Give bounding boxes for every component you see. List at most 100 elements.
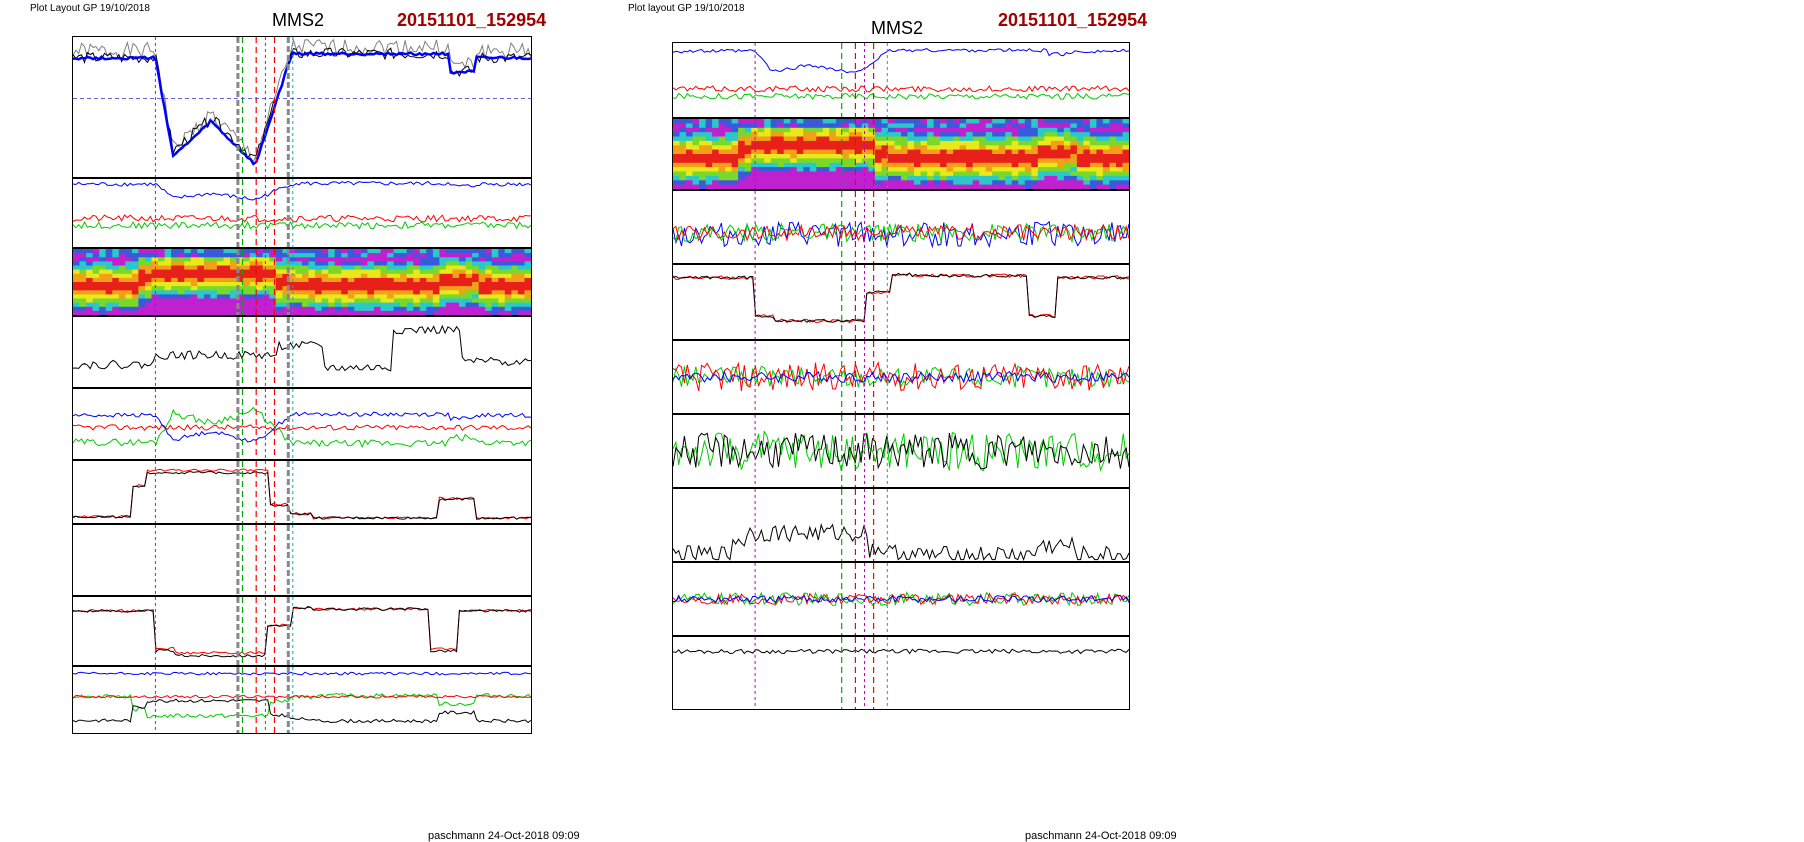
right-electron-spectrogram-cell bbox=[953, 171, 961, 177]
left-ion-spectrogram-cell bbox=[131, 310, 139, 315]
left-ion-spectrogram-cell bbox=[86, 298, 94, 304]
right-electron-spectrogram-cell bbox=[1011, 119, 1019, 124]
left-ion-spectrogram-cell bbox=[243, 310, 251, 315]
left-ion-spectrogram-cell bbox=[79, 306, 87, 312]
left-ion-spectrogram-cell bbox=[308, 257, 316, 262]
left-ion-spectrogram-cell bbox=[472, 261, 480, 267]
right-e-field-lmn-trace-green bbox=[673, 365, 1129, 389]
right-electron-spectrogram-cell bbox=[901, 184, 909, 189]
right-electron-spectrogram-cell bbox=[985, 158, 993, 164]
right-electron-spectrogram-cell bbox=[705, 167, 713, 173]
left-ion-spectrogram-cell bbox=[498, 298, 506, 304]
right-electron-spectrogram-cell bbox=[809, 149, 817, 155]
right-electron-spectrogram-cell bbox=[725, 136, 733, 142]
right-electron-spectrogram-cell bbox=[901, 123, 909, 129]
left-ion-spectrogram-cell bbox=[79, 298, 87, 304]
right-electron-spectrogram-cell bbox=[907, 180, 915, 186]
left-ion-spectrogram-cell bbox=[256, 277, 264, 283]
left-ion-spectrogram-cell bbox=[419, 257, 427, 262]
left-ion-spectrogram-cell bbox=[341, 257, 349, 262]
left-ion-spectrogram-cell bbox=[374, 269, 382, 275]
left-ion-spectrogram-cell bbox=[452, 269, 460, 275]
right-electron-spectrogram-cell bbox=[816, 154, 824, 159]
right-electron-spectrogram-cell bbox=[1070, 158, 1078, 164]
right-electron-spectrogram-cell bbox=[757, 149, 765, 155]
left-ion-spectrogram-cell bbox=[498, 306, 506, 312]
left-ion-spectrogram-cell bbox=[432, 249, 440, 254]
right-electron-spectrogram-cell bbox=[816, 175, 824, 181]
right-electron-spectrogram-cell bbox=[770, 127, 778, 133]
left-ion-spectrogram-cell bbox=[243, 306, 251, 312]
left-ion-spectrogram-cell bbox=[275, 306, 283, 312]
left-ion-spectrogram-cell bbox=[99, 282, 107, 287]
left-ion-spectrogram-cell bbox=[131, 265, 139, 271]
left-ion-spectrogram-cell bbox=[445, 273, 453, 279]
left-ion-spectrogram-cell bbox=[459, 257, 467, 262]
left-ion-spectrogram-cell bbox=[197, 249, 205, 254]
right-electron-spectrogram-cell bbox=[1050, 140, 1058, 146]
right-electron-spectrogram-cell bbox=[959, 184, 967, 189]
left-ion-spectrogram-cell bbox=[125, 257, 133, 262]
left-ion-spectrogram-cell bbox=[380, 298, 388, 304]
right-electron-spectrogram-cell bbox=[790, 171, 798, 177]
left-ion-spectrogram-cell bbox=[439, 306, 447, 312]
left-ion-spectrogram-cell bbox=[485, 249, 493, 254]
right-electron-spectrogram-cell bbox=[1076, 136, 1084, 142]
right-electron-spectrogram-cell bbox=[894, 167, 902, 173]
right-electron-spectrogram-cell bbox=[699, 127, 707, 133]
right-electron-spectrogram-cell bbox=[764, 149, 772, 155]
right-electron-spectrogram-cell bbox=[829, 171, 837, 177]
right-electron-spectrogram-cell bbox=[783, 158, 791, 164]
left-ion-spectrogram-cell bbox=[86, 269, 94, 275]
right-electron-spectrogram-cell bbox=[712, 140, 720, 146]
left-ion-spectrogram-cell bbox=[413, 286, 421, 291]
right-electron-spectrogram-cell bbox=[731, 162, 739, 168]
right-electron-spectrogram-cell bbox=[673, 140, 681, 146]
right-electron-spectrogram-cell bbox=[764, 180, 772, 186]
right-electron-spectrogram-cell bbox=[888, 175, 896, 181]
left-ion-spectrogram-cell bbox=[524, 286, 531, 291]
right-electron-spectrogram-cell bbox=[901, 175, 909, 181]
left-ion-spectrogram-cell bbox=[230, 286, 238, 291]
left-ion-spectrogram-cell bbox=[99, 253, 107, 258]
right-electron-spectrogram-cell bbox=[972, 136, 980, 142]
right-electron-spectrogram-cell bbox=[894, 136, 902, 142]
left-ion-spectrogram-cell bbox=[419, 253, 427, 258]
left-ion-spectrogram-cell bbox=[393, 273, 401, 279]
right-electron-spectrogram-cell bbox=[731, 119, 739, 124]
left-ion-spectrogram-cell bbox=[151, 273, 159, 279]
left-ion-spectrogram-cell bbox=[321, 273, 329, 279]
right-electron-temperature-trace-red bbox=[673, 272, 1129, 324]
right-electron-spectrogram-cell bbox=[998, 136, 1006, 142]
left-ion-spectrogram-cell bbox=[112, 306, 120, 312]
left-ion-spectrogram-cell bbox=[92, 265, 100, 271]
left-ion-spectrogram-cell bbox=[249, 265, 257, 271]
left-ion-spectrogram-cell bbox=[413, 298, 421, 304]
right-electron-spectrogram-cell bbox=[816, 180, 824, 186]
left-ion-spectrogram-cell bbox=[79, 273, 87, 279]
left-ion-spectrogram-cell bbox=[321, 294, 329, 300]
right-electron-spectrogram-cell bbox=[1116, 127, 1124, 133]
left-ion-spectrogram-cell bbox=[256, 265, 264, 271]
right-electron-spectrogram-cell bbox=[1063, 136, 1071, 142]
right-electron-spectrogram-cell bbox=[796, 167, 804, 173]
left-ion-spectrogram-cell bbox=[374, 265, 382, 271]
left-ion-spectrogram-cell bbox=[374, 306, 382, 312]
left-ion-spectrogram-cell bbox=[243, 277, 251, 283]
right-electron-spectrogram-cell bbox=[1089, 154, 1097, 159]
left-ion-spectrogram-cell bbox=[472, 269, 480, 275]
right-electron-spectrogram-cell bbox=[842, 158, 850, 164]
left-ion-spectrogram-cell bbox=[360, 265, 368, 271]
left-ion-spectrogram-cell bbox=[445, 294, 453, 300]
left-ion-spectrogram-cell bbox=[315, 282, 323, 287]
right-electron-spectrogram-cell bbox=[953, 127, 961, 133]
right-electron-spectrogram-cell bbox=[777, 162, 785, 168]
left-ion-spectrogram-cell bbox=[452, 306, 460, 312]
right-electron-spectrogram-cell bbox=[992, 162, 1000, 168]
right-electron-spectrogram-cell bbox=[927, 145, 935, 151]
right-electron-spectrogram-cell bbox=[738, 184, 746, 189]
left-ion-spectrogram-cell bbox=[485, 257, 493, 262]
right-footer: paschmann 24-Oct-2018 09:09 bbox=[1025, 830, 1177, 842]
left-ion-spectrogram-cell bbox=[275, 265, 283, 271]
right-electron-spectrogram-cell bbox=[972, 162, 980, 168]
